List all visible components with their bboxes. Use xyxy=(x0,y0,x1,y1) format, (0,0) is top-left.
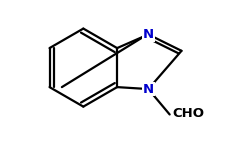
Text: N: N xyxy=(143,28,154,41)
Text: CHO: CHO xyxy=(173,107,205,120)
Text: N: N xyxy=(143,83,154,96)
